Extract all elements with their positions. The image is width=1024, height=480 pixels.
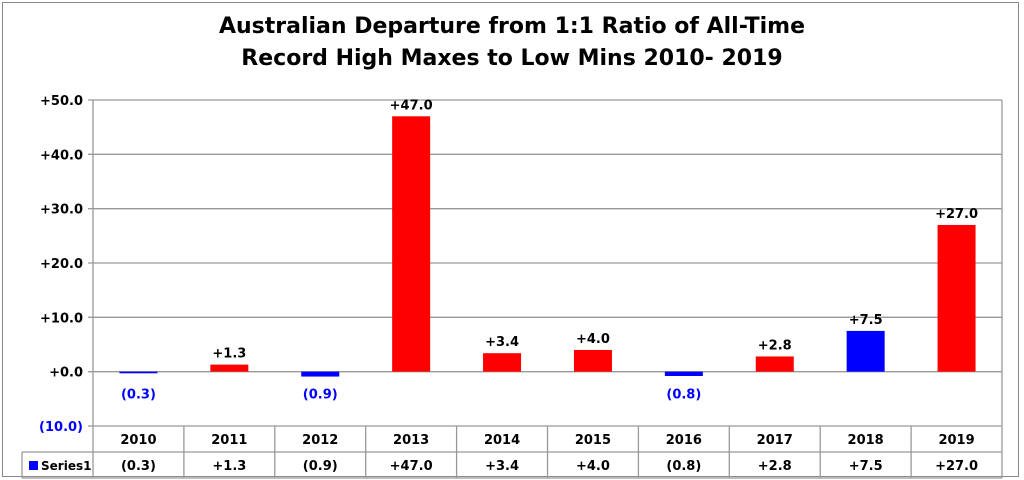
y-tick-label: +50.0 <box>40 94 83 109</box>
data-label-2010: (0.3) <box>121 388 156 403</box>
x-tick-label: 2015 <box>575 433 611 448</box>
table-value: (0.8) <box>666 459 701 474</box>
bar-2019 <box>937 224 976 372</box>
table-value: +7.5 <box>849 459 883 474</box>
data-label-2018: +7.5 <box>849 313 883 328</box>
bar-2012 <box>301 371 340 377</box>
data-label-2016: (0.8) <box>666 388 701 403</box>
legend-label: Series1 <box>41 459 91 473</box>
table-value: +1.3 <box>212 459 246 474</box>
table-value: (0.3) <box>121 459 156 474</box>
bar-2015 <box>573 349 612 372</box>
data-label-2012: (0.9) <box>303 388 338 403</box>
table-value: +4.0 <box>576 459 610 474</box>
chart-title-line-2: Record High Maxes to Low Mins 2010- 2019 <box>241 46 783 71</box>
bar-2018 <box>846 330 885 372</box>
y-tick-label: (10.0) <box>39 420 83 435</box>
chart-title-line-1: Australian Departure from 1:1 Ratio of A… <box>218 14 806 39</box>
data-label-2011: +1.3 <box>212 347 246 362</box>
data-label-2019: +27.0 <box>935 207 978 222</box>
x-tick-label: 2018 <box>848 433 884 448</box>
table-value: (0.9) <box>303 459 338 474</box>
x-tick-label: 2017 <box>757 433 793 448</box>
data-label-2014: +3.4 <box>485 335 519 350</box>
y-tick-label: +0.0 <box>49 366 83 381</box>
bar-2017 <box>755 356 794 372</box>
data-label-2017: +2.8 <box>758 338 792 353</box>
x-tick-label: 2010 <box>120 433 156 448</box>
bar-2016 <box>664 371 703 377</box>
table-value: +27.0 <box>935 459 978 474</box>
y-tick-label: +20.0 <box>40 257 83 272</box>
table-value: +2.8 <box>758 459 792 474</box>
x-tick-label: 2013 <box>393 433 429 448</box>
x-tick-label: 2014 <box>484 433 520 448</box>
bar-2013 <box>392 116 431 372</box>
table-value: +3.4 <box>485 459 519 474</box>
x-tick-label: 2012 <box>302 433 338 448</box>
x-tick-label: 2011 <box>211 433 247 448</box>
x-tick-label: 2019 <box>938 433 974 448</box>
legend-swatch <box>29 461 38 470</box>
table-value: +47.0 <box>390 459 433 474</box>
data-label-2013: +47.0 <box>390 98 433 113</box>
y-tick-label: +30.0 <box>40 203 83 218</box>
bar-2014 <box>483 353 522 372</box>
bar-2010 <box>119 371 158 374</box>
y-tick-label: +40.0 <box>40 148 83 163</box>
bar-2011 <box>210 364 249 372</box>
data-label-2015: +4.0 <box>576 332 610 347</box>
x-tick-label: 2016 <box>666 433 702 448</box>
y-tick-label: +10.0 <box>40 311 83 326</box>
